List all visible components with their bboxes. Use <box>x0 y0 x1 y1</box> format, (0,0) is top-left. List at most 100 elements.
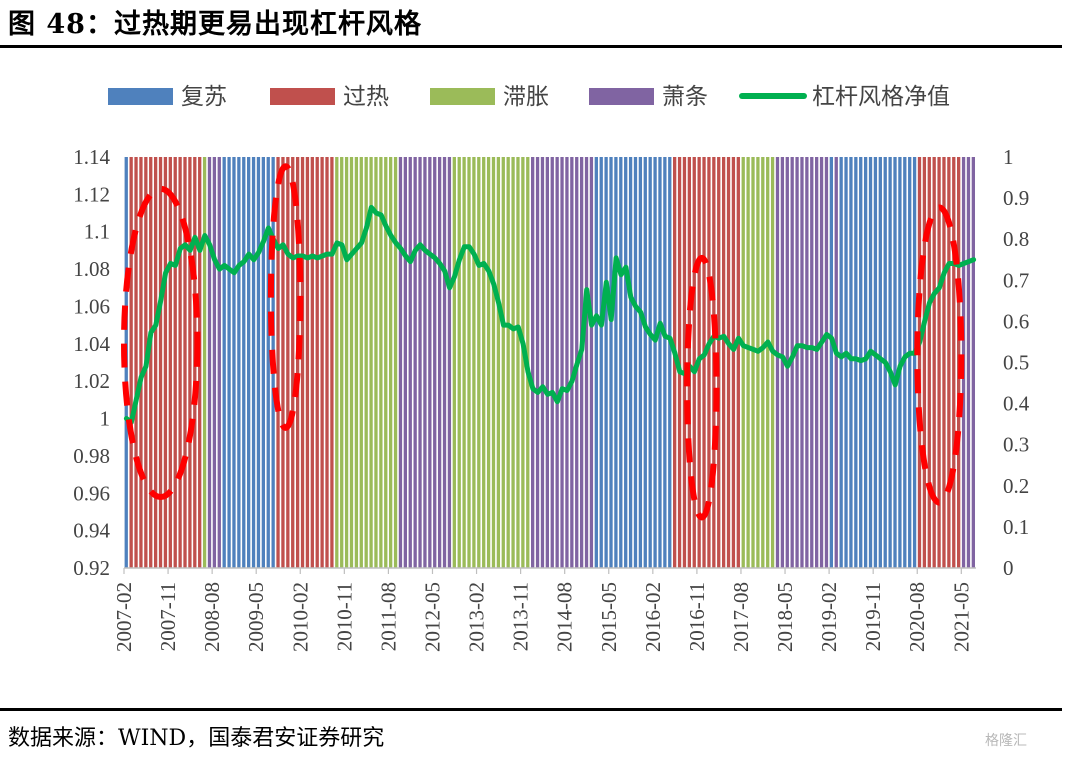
phase-bar <box>805 157 809 568</box>
legend-swatch <box>589 88 654 105</box>
phase-bar <box>173 157 177 568</box>
phase-bar <box>604 157 608 568</box>
phase-bar <box>496 157 501 568</box>
y-left-tick-label: 1.08 <box>73 257 110 281</box>
x-tick-label: 2008-08 <box>200 582 224 652</box>
phase-bar <box>217 157 221 568</box>
x-tick-label: 2015-05 <box>597 582 621 652</box>
phase-bar <box>663 157 667 568</box>
x-tick-label: 2007-11 <box>156 582 180 651</box>
phase-bar <box>486 157 491 568</box>
y-left-tick-label: 1.1 <box>84 220 110 244</box>
y-right-tick-label: 0.6 <box>1003 309 1029 333</box>
y-right-tick-label: 0 <box>1003 556 1014 580</box>
phase-bar <box>158 157 163 568</box>
highlight-ellipse <box>914 204 965 506</box>
phase-bar <box>849 157 853 568</box>
phase-bar <box>408 157 412 568</box>
phase-bar <box>477 157 481 568</box>
phase-bar <box>589 157 594 568</box>
phase-bar <box>863 157 868 568</box>
phase-bar <box>384 157 388 568</box>
phase-bar <box>893 157 897 568</box>
x-tick-label: 2018-05 <box>773 582 797 652</box>
phase-bar <box>942 157 946 568</box>
highlight-ellipse <box>684 254 720 521</box>
phase-bar <box>335 157 339 568</box>
phase-bar <box>349 157 354 568</box>
y-left-tick-label: 0.92 <box>73 556 110 580</box>
phase-bar <box>330 157 334 568</box>
phase-bar <box>320 157 324 568</box>
phase-bar <box>648 157 652 568</box>
legend-label: 复苏 <box>181 84 227 110</box>
phase-bar <box>570 157 574 568</box>
phase-bar <box>423 157 427 568</box>
phase-bar <box>668 157 672 568</box>
phase-bar <box>472 157 476 568</box>
phase-bar <box>761 157 765 568</box>
phase-bar <box>545 157 549 568</box>
phase-bar <box>888 157 892 568</box>
phase-bar <box>379 157 383 568</box>
legend-swatch <box>108 88 173 105</box>
phase-bar <box>389 157 393 568</box>
phase-bar <box>501 157 505 568</box>
phase-bar <box>521 157 525 568</box>
phase-bar <box>276 157 280 568</box>
y-right-tick-label: 0.8 <box>1003 227 1029 251</box>
phase-bar <box>594 157 598 568</box>
x-tick-label: 2014-08 <box>553 582 577 652</box>
phase-bar <box>183 157 187 568</box>
phase-bar <box>628 157 633 568</box>
phase-bar <box>305 157 310 568</box>
phase-bar <box>291 157 295 568</box>
phase-bar <box>770 157 775 568</box>
phase-bar <box>746 157 750 568</box>
x-tick-label: 2016-02 <box>641 582 665 652</box>
phase-bar <box>633 157 638 568</box>
phase-bar <box>516 157 520 568</box>
x-tick-label: 2010-02 <box>288 582 312 652</box>
phase-bar <box>579 157 584 568</box>
legend-swatch <box>430 88 495 105</box>
y-left-tick-label: 1 <box>100 407 111 431</box>
phase-bar <box>692 157 696 568</box>
chart-canvas: 复苏 过热 滞胀 萧条 杠杆风格净值 0.92 0.94 0.96 0.98 1 1.02 1.04… <box>73 84 1030 652</box>
phase-bar <box>756 157 760 568</box>
y-left-tick-label: 1.06 <box>73 294 110 318</box>
phase-bar <box>340 157 344 568</box>
phase-bar <box>947 157 951 568</box>
phase-bar <box>795 157 799 568</box>
phase-bar <box>359 157 363 568</box>
phase-bar <box>819 157 824 568</box>
phase-bar <box>912 157 917 568</box>
phase-bar <box>139 157 143 568</box>
phase-bar <box>917 157 922 568</box>
phase-bar <box>555 157 559 568</box>
phase-bar <box>937 157 941 568</box>
x-tick-label: 2016-11 <box>685 582 709 651</box>
phase-bar <box>726 157 731 568</box>
phase-bar <box>932 157 936 568</box>
phase-bar <box>202 157 207 568</box>
phase-bar <box>153 157 158 568</box>
phase-bar <box>247 157 251 568</box>
phase-bar <box>702 157 706 568</box>
x-tick-label: 2019-11 <box>861 582 885 651</box>
series-line <box>123 204 977 425</box>
x-tick-label: 2021-05 <box>949 582 973 652</box>
highlight-ellipse <box>121 185 201 500</box>
phase-bar <box>374 157 378 568</box>
x-tick-label: 2020-08 <box>905 582 929 652</box>
phase-bar <box>207 157 212 568</box>
phase-bar <box>619 157 623 568</box>
phase-bar <box>310 157 314 568</box>
phase-bar <box>227 157 231 568</box>
phase-bar <box>908 157 912 568</box>
y-left-tick-label: 1.12 <box>73 182 110 206</box>
x-tick-label: 2013-02 <box>465 582 489 652</box>
x-tick-label: 2017-08 <box>729 582 753 652</box>
phase-bar <box>687 157 691 568</box>
phase-bar <box>540 157 545 568</box>
